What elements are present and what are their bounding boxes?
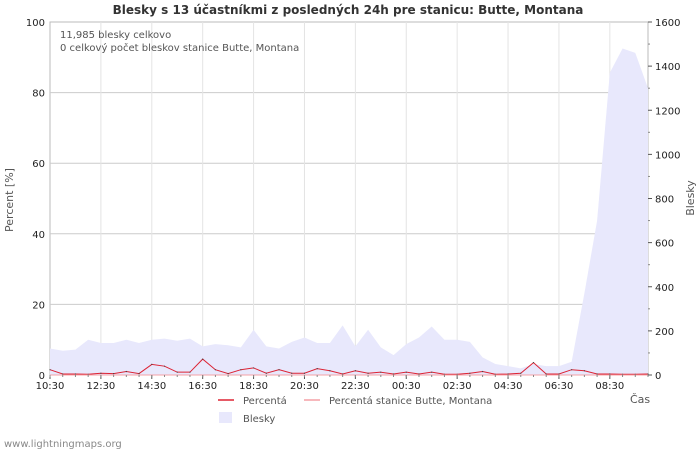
axis-ticks — [49, 21, 652, 379]
percenta-point — [481, 370, 484, 373]
percenta-point — [74, 373, 77, 375]
percenta-point — [647, 373, 649, 375]
percenta-point — [571, 369, 573, 371]
y-right-tick-label: 600 — [655, 239, 674, 250]
x-tick-label: 12:30 — [86, 381, 115, 392]
percenta-point — [418, 373, 420, 375]
percenta-point — [431, 371, 433, 373]
right-tick-labels: 0 200 400 600 800 1000 1200 1400 1600 — [655, 18, 680, 382]
percenta-point — [392, 373, 395, 375]
legend-label-station: Percentá stanice Butte, Montana — [329, 395, 492, 407]
percenta-point — [138, 372, 140, 375]
x-tick-label: 06:30 — [545, 381, 574, 392]
x-tick-label: 08:30 — [595, 381, 624, 392]
percenta-point — [520, 372, 522, 374]
footer-credit: www.lightningmaps.org — [4, 439, 122, 450]
percenta-point — [125, 370, 127, 373]
percenta-point — [151, 363, 153, 366]
y-right-tick-label: 800 — [655, 195, 674, 206]
x-tick-label: 10:30 — [36, 381, 65, 392]
x-tick-label: 00:30 — [392, 381, 421, 392]
percenta-point — [49, 369, 51, 371]
percenta-point — [303, 372, 306, 374]
blesky-area-layer — [50, 48, 648, 375]
legend: Percentá Percentá stanice Butte, Montana… — [218, 395, 492, 425]
left-tick-labels: 0 20 40 60 80 100 — [26, 18, 45, 382]
plot-area — [49, 21, 649, 376]
annotation-total: 11,985 blesky celkovo — [60, 30, 171, 41]
y-right-tick-label: 1000 — [655, 150, 680, 161]
percenta-point — [265, 372, 267, 374]
y-left-tick-label: 40 — [32, 230, 45, 241]
percenta-point — [278, 369, 280, 371]
percenta-point — [176, 371, 178, 373]
percenta-point — [329, 370, 331, 372]
y-axis-right-title: Blesky — [684, 180, 697, 216]
percenta-point — [558, 373, 560, 375]
percenta-point — [100, 372, 102, 374]
percenta-point — [342, 373, 344, 375]
percenta-point — [113, 372, 115, 375]
x-tick-labels: 10:30 12:30 14:30 16:30 18:30 20:30 22:30 00:30… — [36, 381, 625, 392]
percenta-point — [583, 370, 585, 372]
percenta-point — [240, 369, 242, 371]
y-right-tick-label: 400 — [655, 283, 674, 294]
percenta-point — [202, 358, 204, 360]
y-right-tick-label: 200 — [655, 327, 674, 338]
percenta-point — [596, 373, 598, 375]
percenta-point — [214, 369, 217, 371]
percenta-point — [367, 372, 369, 374]
x-axis-title: Čas — [630, 393, 650, 406]
percenta-point — [545, 373, 547, 375]
annotation-station: 0 celkový počet bleskov stanice Butte, M… — [60, 42, 299, 54]
percenta-line — [49, 358, 649, 375]
x-tick-label: 18:30 — [239, 381, 268, 392]
y-axis-left-title: Percent [%] — [3, 168, 16, 232]
x-tick-label: 16:30 — [188, 381, 217, 392]
y-left-tick-label: 80 — [32, 89, 45, 100]
x-tick-label: 04:30 — [494, 381, 523, 392]
percenta-point — [252, 367, 255, 369]
percenta-point — [405, 371, 407, 373]
legend-label-percenta: Percentá — [243, 395, 287, 407]
percenta-point — [62, 373, 64, 375]
legend-label-blesky: Blesky — [243, 414, 275, 425]
blesky-area — [50, 48, 648, 375]
percenta-point — [507, 373, 509, 375]
y-right-tick-label: 0 — [655, 371, 661, 382]
x-tick-label: 02:30 — [443, 381, 472, 392]
percenta-point — [380, 371, 382, 373]
percent-line-layer — [49, 358, 649, 376]
y-right-tick-label: 1200 — [655, 106, 680, 117]
percenta-point — [532, 362, 535, 364]
x-tick-label: 22:30 — [341, 381, 370, 392]
y-right-tick-label: 1400 — [655, 62, 680, 73]
y-left-tick-label: 60 — [32, 159, 45, 170]
percenta-point — [227, 372, 229, 375]
y-left-tick-label: 100 — [26, 18, 45, 29]
legend-swatch-blesky — [219, 412, 232, 423]
percenta-point — [189, 371, 191, 373]
percenta-point — [291, 372, 293, 374]
percenta-point — [609, 373, 611, 375]
percenta-point — [316, 368, 318, 370]
percenta-point — [469, 372, 471, 374]
y-right-tick-label: 1600 — [655, 18, 680, 29]
y-left-tick-label: 0 — [39, 371, 45, 382]
y-left-tick-label: 20 — [32, 300, 45, 311]
chart-title: Blesky s 13 účastníkmi z posledných 24h … — [113, 3, 584, 17]
percenta-point — [163, 365, 166, 367]
percenta-point — [354, 370, 356, 372]
x-tick-label: 14:30 — [137, 381, 166, 392]
x-tick-label: 20:30 — [290, 381, 319, 392]
